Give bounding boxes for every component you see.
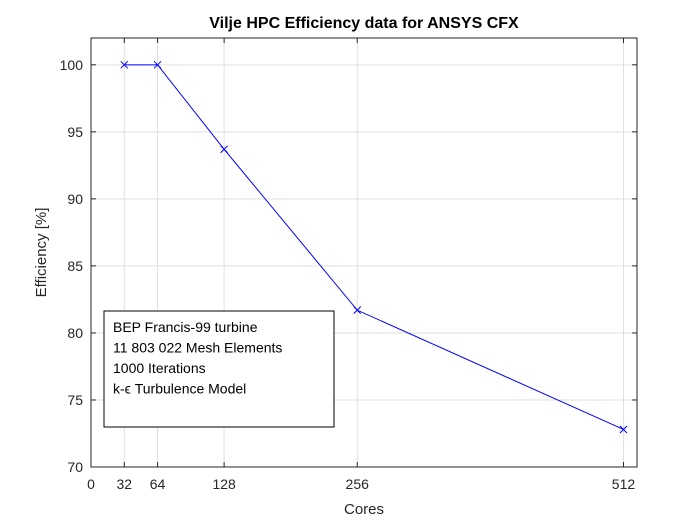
marker-stroke [120,60,129,69]
annotation-line: BEP Francis-99 turbine [113,319,258,335]
x-tick-label: 128 [212,476,236,492]
y-tick-label: 70 [67,459,83,475]
marker-stroke [353,306,362,315]
y-tick-label: 85 [67,258,83,274]
marker-stroke [619,425,628,434]
y-axis-label: Efficiency [%] [33,208,50,298]
x-tick-label: 256 [346,476,370,492]
data-point-marker [353,306,362,315]
y-tick-label: 100 [60,57,84,73]
x-tick-label: 512 [612,476,636,492]
chart-title: Vilje HPC Efficiency data for ANSYS CFX [209,15,519,32]
marker-stroke [220,145,228,154]
x-tick-label: 0 [87,476,95,492]
y-tick-label: 80 [67,325,83,341]
annotation-frame [103,310,335,428]
x-axis-label: Cores [344,501,384,518]
annotation-line: 1000 Iterations [113,360,206,376]
data-point-marker [220,145,228,154]
axis-ticks: 0 32 64 128 256 512 70 75 80 85 90 95 100 [60,38,637,492]
annotation-line: 11 803 022 Mesh Elements [113,340,282,356]
annotation-line: k-ϵ Turbulence Model [113,381,246,397]
x-tick-label: 32 [116,476,132,492]
annotation-box: BEP Francis-99 turbine 11 803 022 Mesh El… [103,310,335,428]
data-point-marker [120,60,129,69]
y-tick-label: 75 [67,392,83,408]
x-tick-label: 64 [150,476,166,492]
data-series [120,60,628,434]
axes-frame [90,37,638,468]
marker-stroke [153,60,162,69]
y-tick-label: 90 [67,191,83,207]
axes-box [90,37,638,468]
data-point-marker [619,425,628,434]
data-point-marker [153,60,162,69]
y-tick-label: 95 [67,124,83,140]
